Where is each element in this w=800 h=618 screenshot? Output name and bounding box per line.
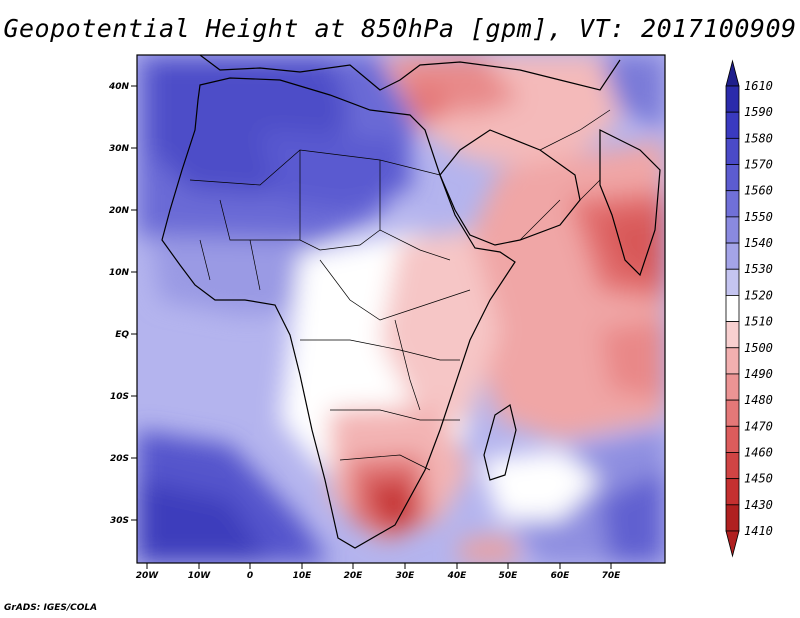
africa-coastline [161,77,516,549]
lat-label: 20S [110,454,129,464]
colorbar-max-arrow [725,59,740,87]
colorbar-label: 1610 [744,79,773,93]
lon-label: 10E [293,571,313,581]
lat-label: 40N [108,82,130,92]
lon-label: 60E [551,571,571,581]
colorbar-label: 1480 [744,393,773,407]
colorbar-swatch [725,478,740,506]
colorbar-swatch [725,295,740,322]
coastlines [161,55,661,549]
colorbar-swatch [725,137,740,165]
colorbar-swatch [725,190,740,218]
colorbar-swatch [725,85,740,113]
footer-credit: GrADS: IGES/COLA [4,603,98,613]
lat-label: EQ [115,330,129,340]
lat-label: 10S [110,392,129,402]
colorbar-label: 1450 [744,472,773,486]
lat-label: 30S [110,516,129,526]
lon-label: 50E [499,571,519,581]
lon-label: 0 [247,571,253,581]
colorbar: 1610 1590 1580 1570 1560 1550 1540 1530 1520 1510… [725,59,773,558]
lat-label: 30N [109,144,130,154]
colorbar-label: 1470 [744,419,773,433]
colorbar-swatch [725,164,740,192]
colorbar-label: 1500 [744,341,773,355]
colorbar-swatch [725,111,740,139]
colorbar-swatch [725,321,740,349]
colorbar-label: 1520 [744,288,773,302]
lat-label: 20N [109,206,130,216]
lat-axis: 40N 30N 20N 10N EQ 10S 20S 30S [108,82,137,526]
colorbar-swatch [725,399,740,427]
madagascar-coastline [483,404,517,481]
colorbar-label: 1590 [744,105,773,119]
country-borders [189,109,611,471]
colorbar-label: 1510 [744,315,773,329]
colorbar-label: 1570 [744,158,773,172]
lat-label: 10N [109,268,130,278]
colorbar-label: 1540 [744,236,773,250]
chart-title: Geopotential Height at 850hPa [gpm], VT:… [3,14,797,43]
lon-label: 20E [344,571,364,581]
colorbar-label: 1490 [744,367,773,381]
lon-label: 10W [188,571,212,581]
colorbar-swatch [725,347,740,375]
india-coastline [599,129,661,277]
colorbar-swatch [725,452,740,480]
lon-label: 70E [602,571,622,581]
colorbar-swatch [725,373,740,401]
lon-label: 40E [447,571,468,581]
height-field [137,55,665,563]
colorbar-swatch [725,268,740,296]
lon-axis: 20W 10W 0 10E 20E 30E 40E 50E 60E 70E [136,563,621,581]
colorbar-min-arrow [725,530,740,558]
colorbar-swatch [725,425,740,453]
colorbar-label: 1580 [744,131,773,145]
colorbar-label: 1560 [744,184,773,198]
colorbar-swatch [725,242,740,270]
colorbar-label: 1430 [744,498,773,512]
colorbar-label: 1460 [744,445,773,459]
lon-label: 20W [136,571,160,581]
map-frame [136,54,666,564]
colorbar-swatch [725,504,740,532]
colorbar-label: 1530 [744,262,773,276]
lon-label: 30E [396,571,416,581]
colorbar-label: 1550 [744,210,773,224]
arabia-coastline [439,129,581,246]
colorbar-swatch [725,216,740,244]
europe-coastline [199,55,621,91]
colorbar-label: 1410 [744,524,773,538]
